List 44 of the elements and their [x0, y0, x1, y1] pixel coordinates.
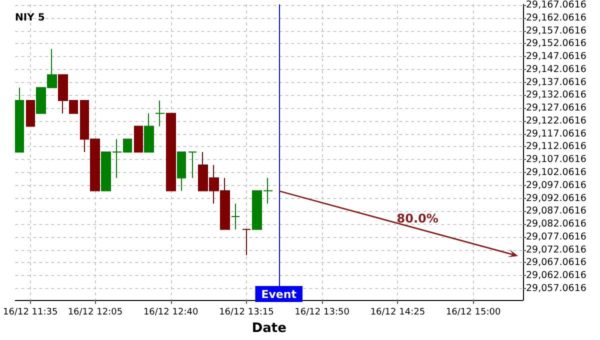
- y-tick-label: 29,092.0616: [526, 192, 586, 204]
- x-axis-title: Date: [252, 321, 287, 336]
- y-tick-label: 29,147.0616: [526, 51, 586, 62]
- candlestick: [155, 100, 165, 127]
- y-tick-label: 29,152.0616: [526, 38, 586, 50]
- x-tick-label: 16/12 15:00: [446, 308, 501, 318]
- x-tick-label: 16/12 13:15: [219, 308, 274, 318]
- text: NIY 5: [15, 12, 45, 24]
- y-tick-label: 29,157.0616: [526, 25, 586, 36]
- y-tick-label: 29,067.0616: [526, 257, 586, 268]
- y-tick-label: 29,062.0616: [526, 270, 586, 282]
- y-tick-label: 29,107.0616: [526, 154, 586, 166]
- y-tick-label: 29,057.0616: [526, 283, 586, 294]
- y-tick-label: 29,102.0616: [526, 167, 586, 178]
- candlestick: [26, 100, 35, 127]
- y-tick-label: 29,077.0616: [526, 231, 586, 242]
- y-tick-label: 29,087.0616: [526, 206, 586, 217]
- x-tick-label: 16/12 14:25: [370, 308, 426, 318]
- y-tick-label: 29,162.0616: [526, 12, 586, 24]
- y-tick-label: 29,167.0616: [526, 0, 586, 10]
- y-tick-label: 29,112.0616: [526, 141, 586, 152]
- y-tick-label: 29,082.0616: [526, 218, 586, 230]
- candlestick: [166, 112, 176, 192]
- x-tick-label: 16/12 13:50: [294, 308, 350, 318]
- candlestick: [242, 228, 251, 256]
- candlestick: [15, 87, 24, 153]
- candlestick: [134, 126, 143, 153]
- y-tick-label: 29,117.0616: [526, 128, 586, 140]
- ref-line-label: Event: [261, 288, 296, 301]
- x-tick-label: 16/12 12:05: [68, 308, 123, 318]
- y-tick-label: 29,142.0616: [526, 64, 586, 75]
- annotation: 80.0%: [396, 211, 438, 226]
- candlestick: [144, 112, 154, 153]
- x-tick-label: 16/12 11:35: [3, 308, 58, 318]
- y-tick-label: 29,132.0616: [526, 90, 586, 101]
- y-tick-label: 29,122.0616: [526, 115, 586, 126]
- y-tick-label: 29,097.0616: [526, 180, 586, 191]
- y-tick-label: 29,127.0616: [526, 102, 586, 114]
- candlestick: [177, 152, 186, 192]
- candlestick: [188, 152, 197, 178]
- y-tick-label: 29,137.0616: [526, 76, 586, 88]
- candlestick: [231, 203, 240, 230]
- x-tick-label: 16/12 12:40: [143, 308, 198, 318]
- y-tick-label: 29,072.0616: [526, 244, 586, 256]
